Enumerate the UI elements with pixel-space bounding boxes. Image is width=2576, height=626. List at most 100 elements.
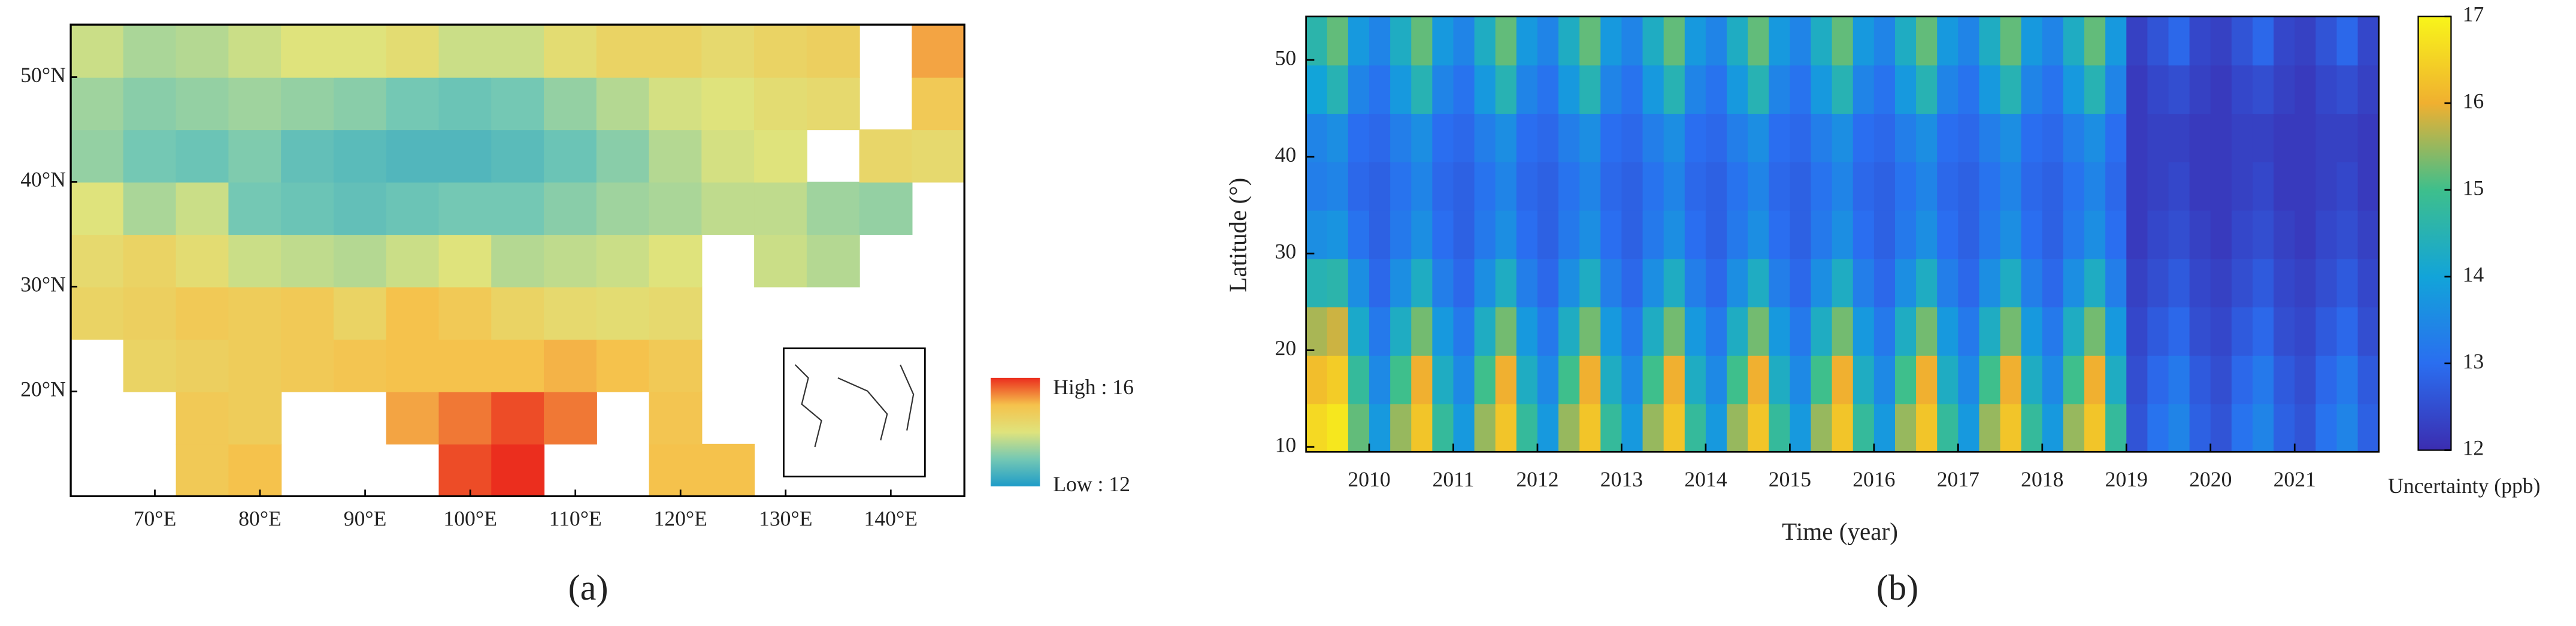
heatmap-cell — [2168, 161, 2190, 211]
heatmap-cell — [1852, 65, 1875, 114]
map-cell — [123, 182, 177, 235]
inset-map — [783, 347, 926, 477]
heatmap-cell — [1979, 210, 2001, 259]
heatmap-cell — [1369, 210, 1391, 259]
heatmap-cell — [2000, 355, 2022, 404]
map-cell — [491, 77, 545, 131]
heatmap-cell — [1348, 403, 1370, 453]
heatmap-cell — [1327, 65, 1349, 114]
heatmap-cell — [1852, 403, 1875, 453]
map-cell — [281, 129, 335, 183]
heatmap-cell — [1327, 161, 1349, 211]
heatmap-cell — [1790, 306, 1812, 356]
y-axis-label: Latitude (°) — [1224, 178, 1252, 292]
heatmap-cell — [2231, 403, 2254, 453]
map-cell — [175, 443, 229, 497]
heatmap-cell — [2126, 113, 2148, 162]
map-cell — [701, 443, 755, 497]
heatmap-cell — [1873, 210, 1896, 259]
heatmap-cell — [2105, 65, 2127, 114]
map-cell — [806, 234, 860, 288]
map-cell — [649, 391, 703, 444]
heatmap-cell — [2210, 258, 2232, 308]
heatmap-cell — [2021, 161, 2043, 211]
heatmap-cell — [1411, 258, 1433, 308]
heatmap-cell — [2336, 306, 2359, 356]
inset-coastline — [794, 364, 915, 447]
colorbar-low-label: Low : 12 — [1053, 472, 1130, 496]
heatmap-cell — [1937, 113, 1959, 162]
heatmap-cell — [1832, 355, 1854, 404]
heatmap-cell — [2042, 258, 2065, 308]
heatmap-cell — [2084, 113, 2106, 162]
y-tick-label: 40 — [1275, 143, 1297, 167]
map-cell — [175, 129, 229, 183]
heatmap-cell — [1369, 258, 1391, 308]
heatmap-cell — [1348, 306, 1370, 356]
heatmap-cell — [1705, 355, 1728, 404]
map-cell — [912, 25, 965, 78]
heatmap-cell — [1495, 210, 1517, 259]
map-cell — [228, 338, 282, 392]
heatmap-cell — [2084, 306, 2106, 356]
heatmap-cell — [1769, 113, 1791, 162]
heatmap-cell — [1916, 113, 1938, 162]
map-cell — [438, 234, 492, 288]
map-cell — [859, 182, 913, 235]
heatmap-cell — [2042, 161, 2065, 211]
panel-caption: (b) — [1876, 568, 1918, 608]
heatmap-cell — [1453, 306, 1475, 356]
heatmap-cell — [2042, 355, 2065, 404]
heatmap-cell — [2147, 113, 2169, 162]
heatmap-cell — [1411, 16, 1433, 66]
map-cell — [649, 77, 703, 131]
map-cell — [228, 286, 282, 340]
heatmap-cell — [2336, 355, 2359, 404]
heatmap-cell — [1873, 403, 1896, 453]
heatmap-cell — [1411, 161, 1433, 211]
heatmap-cell — [1369, 113, 1391, 162]
map-cell — [701, 77, 755, 131]
map-cell — [491, 391, 545, 444]
map-cell — [754, 234, 807, 288]
heatmap-cell — [2252, 403, 2275, 453]
heatmap-cell — [1979, 113, 2001, 162]
heatmap-cell — [1537, 16, 1560, 66]
heatmap-cell — [1873, 65, 1896, 114]
heatmap-cell — [1348, 258, 1370, 308]
map-cell — [438, 391, 492, 444]
heatmap-cell — [1748, 306, 1770, 356]
heatmap-cell — [1979, 16, 2001, 66]
heatmap-cell — [1327, 403, 1349, 453]
heatmap-cell — [2168, 16, 2190, 66]
heatmap-cell — [1937, 355, 1959, 404]
heatmap-cell — [2105, 16, 2127, 66]
x-tick-label: 130°E — [759, 507, 813, 531]
map-cell — [649, 25, 703, 78]
heatmap-cell — [1811, 355, 1833, 404]
heatmap-cell — [1811, 210, 1833, 259]
heatmap-cell — [2274, 258, 2296, 308]
heatmap-cell — [1411, 355, 1433, 404]
heatmap-cell — [1558, 161, 1581, 211]
heatmap-cell — [1958, 113, 1980, 162]
heatmap-cell — [1516, 355, 1539, 404]
heatmap-cell — [2126, 210, 2148, 259]
heatmap-cell — [1811, 113, 1833, 162]
heatmap-cell — [2357, 113, 2380, 162]
map-cell — [596, 129, 650, 183]
heatmap-cell — [1873, 306, 1896, 356]
heatmap-cell — [1705, 403, 1728, 453]
map-cell — [228, 25, 282, 78]
heatmap-cell — [1705, 306, 1728, 356]
heatmap-cell — [1790, 113, 1812, 162]
heatmap-cell — [1748, 355, 1770, 404]
heatmap-cell — [1705, 210, 1728, 259]
map-cell — [596, 234, 650, 288]
heatmap-cell — [2189, 306, 2211, 356]
x-tick-label: 100°E — [443, 507, 497, 531]
heatmap-cell — [2042, 65, 2065, 114]
heatmap-cell — [2084, 258, 2106, 308]
heatmap-cell — [1832, 65, 1854, 114]
colorbar-label: Uncertainty (ppb) — [2388, 474, 2540, 498]
